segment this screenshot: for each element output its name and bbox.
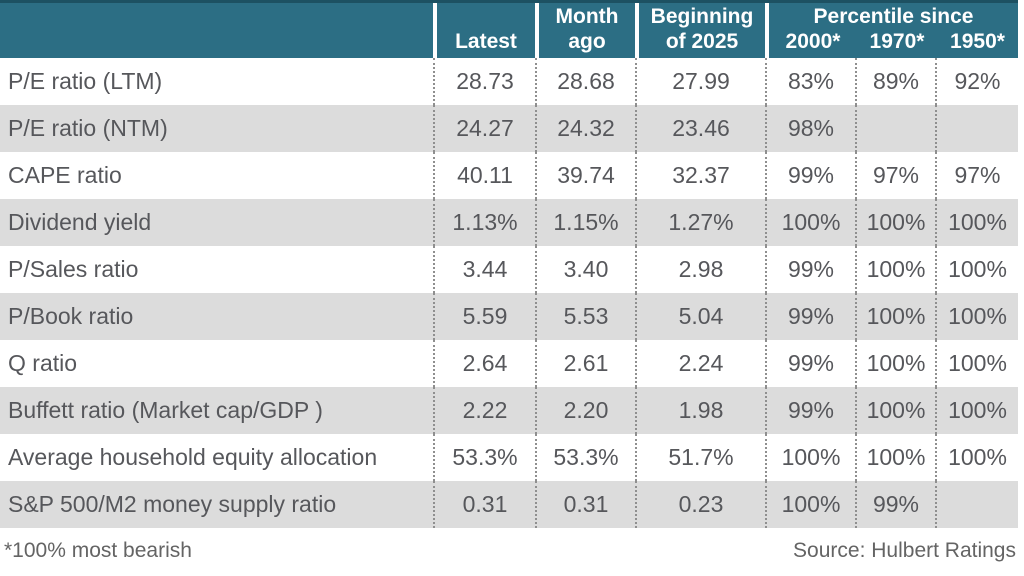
since-1970-value: 100% <box>855 293 935 340</box>
table-body: P/E ratio (LTM) 28.73 28.68 27.99 83% 89… <box>0 58 1018 528</box>
source-credit: Source: Hulbert Ratings <box>793 539 1016 562</box>
month-ago-value: 24.32 <box>535 105 635 152</box>
valuation-table-figure: Latest Month ago Beginning of 2025 Perce… <box>0 0 1018 563</box>
row-label: Q ratio <box>8 350 78 376</box>
header-percentile-group: Percentile since 2000* 1970* 1950* <box>765 3 1018 58</box>
header-latest-label: Latest <box>455 30 517 53</box>
table-row: Q ratio 2.64 2.61 2.24 99% 100% 100% <box>0 340 1018 387</box>
since-2000-value: 100% <box>765 434 855 481</box>
since-1970-value: 100% <box>855 387 935 434</box>
month-ago-value: 53.3% <box>535 434 635 481</box>
row-label: CAPE ratio <box>8 162 122 188</box>
row-label: P/Book ratio <box>8 303 134 329</box>
header-month-ago-label: Month ago <box>555 5 619 53</box>
since-1950-value <box>935 481 1018 528</box>
since-2000-value: 99% <box>765 246 855 293</box>
month-ago-value: 1.15% <box>535 199 635 246</box>
table-row: Dividend yield 1.13% 1.15% 1.27% 100% 10… <box>0 199 1018 246</box>
header-since-1970: 1970* <box>869 30 925 53</box>
since-1950-value: 100% <box>935 199 1018 246</box>
table-row: Average household equity allocation 53.3… <box>0 434 1018 481</box>
since-2000-value: 83% <box>765 58 855 105</box>
month-ago-value: 2.61 <box>535 340 635 387</box>
since-1970-value: 89% <box>855 58 935 105</box>
latest-value: 5.59 <box>433 293 535 340</box>
since-2000-value: 99% <box>765 340 855 387</box>
beginning-2025-value: 2.98 <box>635 246 765 293</box>
header-empty-cell <box>0 3 433 58</box>
table-row: P/Sales ratio 3.44 3.40 2.98 99% 100% 10… <box>0 246 1018 293</box>
month-ago-value: 3.40 <box>535 246 635 293</box>
header-month-ago: Month ago <box>535 3 635 58</box>
latest-value: 2.64 <box>433 340 535 387</box>
row-label: Average household equity allocation <box>8 444 378 470</box>
table-row: Buffett ratio (Market cap/GDP ) 2.22 2.2… <box>0 387 1018 434</box>
beginning-2025-value: 32.37 <box>635 152 765 199</box>
header-since-1950: 1950* <box>950 30 1005 53</box>
month-ago-value: 5.53 <box>535 293 635 340</box>
since-1950-value: 97% <box>935 152 1018 199</box>
row-label: P/Sales ratio <box>8 256 139 282</box>
latest-value: 28.73 <box>433 58 535 105</box>
month-ago-value: 39.74 <box>535 152 635 199</box>
since-2000-value: 99% <box>765 293 855 340</box>
since-1970-value: 97% <box>855 152 935 199</box>
table-footer: *100% most bearish Source: Hulbert Ratin… <box>0 528 1018 563</box>
latest-value: 3.44 <box>433 246 535 293</box>
latest-value: 24.27 <box>433 105 535 152</box>
row-label: P/E ratio (LTM) <box>8 68 163 94</box>
row-label: S&P 500/M2 money supply ratio <box>8 491 337 517</box>
since-1950-value: 100% <box>935 434 1018 481</box>
since-1950-value: 100% <box>935 340 1018 387</box>
since-2000-value: 99% <box>765 152 855 199</box>
row-label: Buffett ratio (Market cap/GDP ) <box>8 397 323 423</box>
beginning-2025-value: 27.99 <box>635 58 765 105</box>
since-1970-value: 100% <box>855 340 935 387</box>
since-1950-value: 100% <box>935 293 1018 340</box>
header-since-2000: 2000* <box>785 30 841 53</box>
footnote: *100% most bearish <box>4 539 192 562</box>
month-ago-value: 2.20 <box>535 387 635 434</box>
table-row: P/E ratio (NTM) 24.27 24.32 23.46 98% <box>0 105 1018 152</box>
since-1950-value: 100% <box>935 387 1018 434</box>
beginning-2025-value: 51.7% <box>635 434 765 481</box>
since-2000-value: 98% <box>765 105 855 152</box>
since-1970-value: 100% <box>855 246 935 293</box>
since-1970-value: 100% <box>855 434 935 481</box>
latest-value: 53.3% <box>433 434 535 481</box>
since-1950-value <box>935 105 1018 152</box>
header-beginning-2025: Beginning of 2025 <box>635 3 765 58</box>
table-row: P/E ratio (LTM) 28.73 28.68 27.99 83% 89… <box>0 58 1018 105</box>
beginning-2025-value: 0.23 <box>635 481 765 528</box>
since-1950-value: 92% <box>935 58 1018 105</box>
since-1970-value <box>855 105 935 152</box>
beginning-2025-value: 1.27% <box>635 199 765 246</box>
since-2000-value: 100% <box>765 481 855 528</box>
since-2000-value: 100% <box>765 199 855 246</box>
header-latest: Latest <box>433 3 535 58</box>
row-label: Dividend yield <box>8 209 152 235</box>
month-ago-value: 28.68 <box>535 58 635 105</box>
table-row: S&P 500/M2 money supply ratio 0.31 0.31 … <box>0 481 1018 528</box>
latest-value: 0.31 <box>433 481 535 528</box>
latest-value: 2.22 <box>433 387 535 434</box>
beginning-2025-value: 23.46 <box>635 105 765 152</box>
since-1970-value: 100% <box>855 199 935 246</box>
latest-value: 1.13% <box>433 199 535 246</box>
header-percentile-title: Percentile since <box>813 5 974 28</box>
since-1970-value: 99% <box>855 481 935 528</box>
beginning-2025-value: 2.24 <box>635 340 765 387</box>
row-label: P/E ratio (NTM) <box>8 115 168 141</box>
header-percentile-subcolumns: 2000* 1970* 1950* <box>769 29 1018 54</box>
table-header: Latest Month ago Beginning of 2025 Perce… <box>0 0 1018 58</box>
latest-value: 40.11 <box>433 152 535 199</box>
since-1950-value: 100% <box>935 246 1018 293</box>
header-beginning-2025-label: Beginning of 2025 <box>650 5 754 53</box>
month-ago-value: 0.31 <box>535 481 635 528</box>
beginning-2025-value: 5.04 <box>635 293 765 340</box>
beginning-2025-value: 1.98 <box>635 387 765 434</box>
since-2000-value: 99% <box>765 387 855 434</box>
table-row: P/Book ratio 5.59 5.53 5.04 99% 100% 100… <box>0 293 1018 340</box>
table-row: CAPE ratio 40.11 39.74 32.37 99% 97% 97% <box>0 152 1018 199</box>
